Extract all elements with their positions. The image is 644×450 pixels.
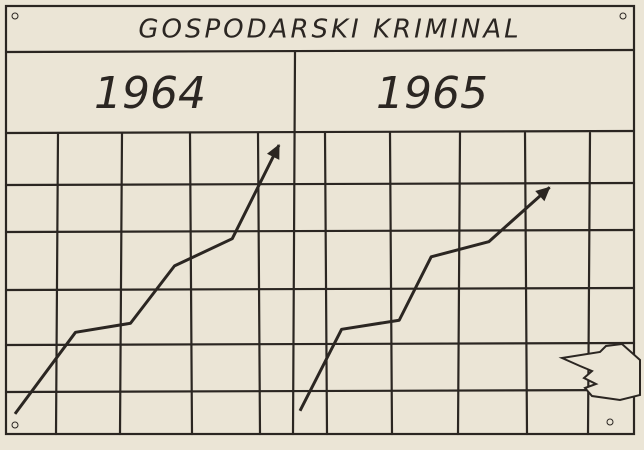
cartoon: GOSPODARSKI KRIMINAL 1964 1965 [0, 0, 644, 450]
title: GOSPODARSKI KRIMINAL [138, 15, 521, 45]
panel-title: 1964 [94, 68, 206, 119]
page: GOSPODARSKI KRIMINAL 1964 1965 (() => { … [0, 0, 644, 450]
panel-title: 1965 [376, 68, 488, 119]
